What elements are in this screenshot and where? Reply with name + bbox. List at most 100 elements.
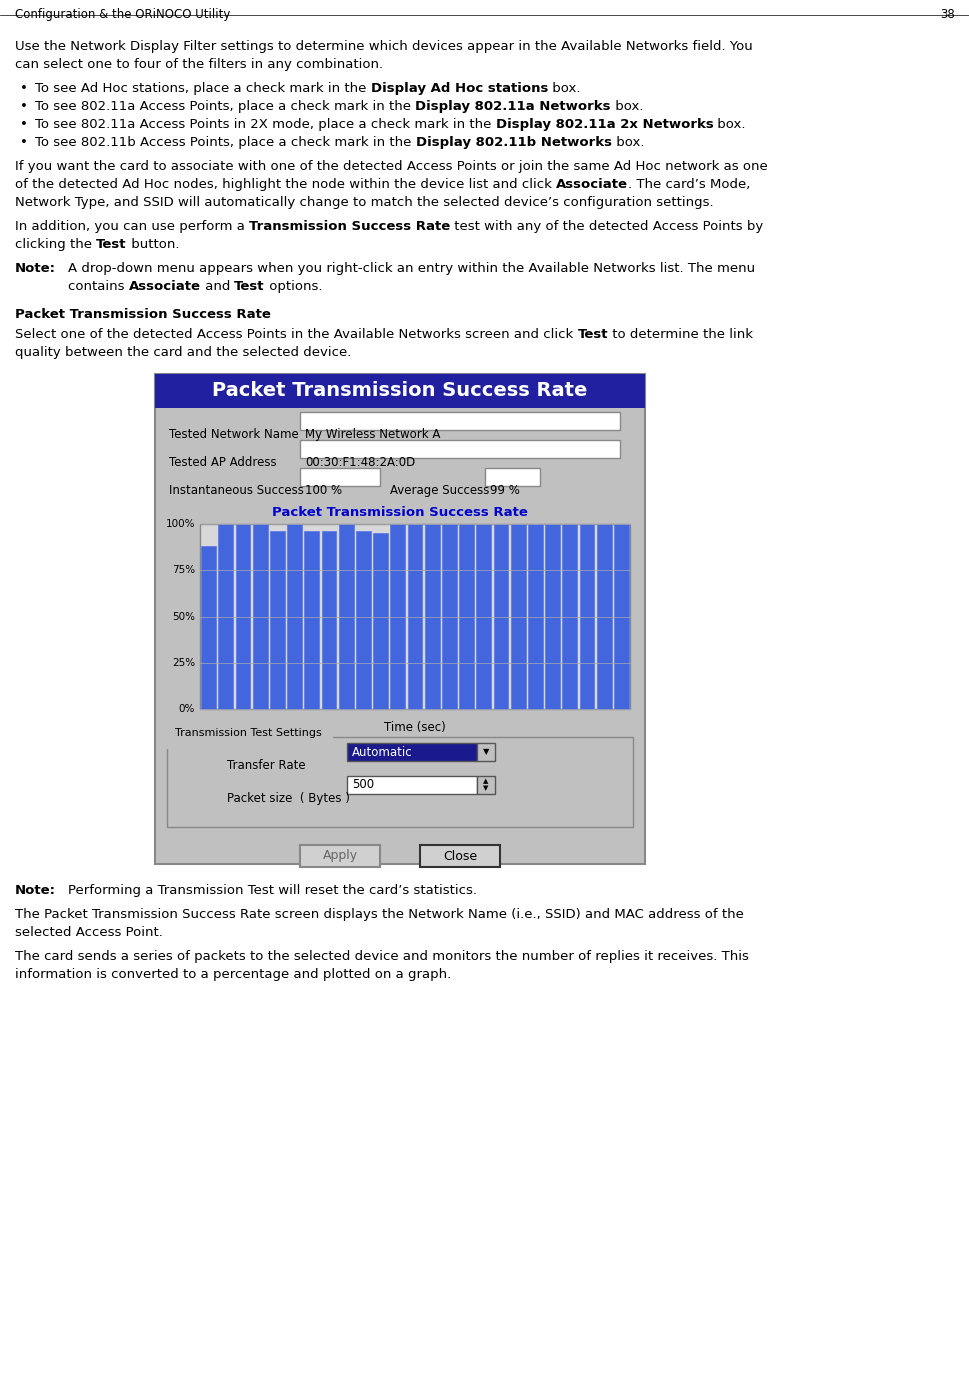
- Text: Transmission Success Rate: Transmission Success Rate: [249, 220, 450, 232]
- Text: Display Ad Hoc stations: Display Ad Hoc stations: [370, 83, 547, 95]
- Bar: [338, 524, 353, 708]
- Bar: [442, 524, 456, 708]
- Bar: [391, 524, 405, 708]
- Text: Display 802.11a Networks: Display 802.11a Networks: [415, 99, 610, 113]
- Text: ▼: ▼: [483, 748, 488, 756]
- Text: Select one of the detected Access Points in the Available Networks screen and cl: Select one of the detected Access Points…: [15, 328, 577, 342]
- Text: Average Success: Average Success: [390, 484, 489, 497]
- Bar: [299, 412, 619, 430]
- Text: 38: 38: [939, 8, 954, 21]
- Bar: [458, 524, 474, 708]
- FancyBboxPatch shape: [155, 374, 644, 864]
- Text: quality between the card and the selected device.: quality between the card and the selecte…: [15, 346, 351, 358]
- Bar: [424, 524, 439, 708]
- Bar: [527, 524, 543, 708]
- Bar: [511, 524, 525, 708]
- Text: 75%: 75%: [172, 566, 195, 575]
- Text: 25%: 25%: [172, 658, 195, 668]
- Bar: [347, 743, 477, 762]
- Text: Packet Transmission Success Rate: Packet Transmission Success Rate: [212, 381, 587, 400]
- Bar: [304, 532, 319, 708]
- Bar: [253, 524, 267, 708]
- Text: 50%: 50%: [172, 612, 195, 622]
- Text: To see Ad Hoc stations, place a check mark in the: To see Ad Hoc stations, place a check ma…: [35, 83, 370, 95]
- Bar: [407, 524, 422, 708]
- Bar: [493, 524, 508, 708]
- Bar: [579, 524, 594, 708]
- Text: •: •: [20, 99, 28, 113]
- Text: Network Type, and SSID will automatically change to match the selected device’s : Network Type, and SSID will automaticall…: [15, 196, 713, 209]
- Text: Automatic: Automatic: [352, 745, 412, 759]
- Text: box.: box.: [611, 136, 643, 148]
- Text: Test: Test: [577, 328, 608, 342]
- Bar: [200, 524, 629, 708]
- Bar: [613, 524, 628, 708]
- Text: can select one to four of the filters in any combination.: can select one to four of the filters in…: [15, 57, 383, 71]
- Text: to determine the link: to determine the link: [608, 328, 752, 342]
- Bar: [322, 532, 336, 708]
- Text: Apply: Apply: [322, 850, 358, 862]
- Text: Tested AP Address: Tested AP Address: [169, 456, 276, 469]
- Text: 500: 500: [352, 778, 374, 791]
- Text: Time (sec): Time (sec): [384, 721, 446, 734]
- Bar: [299, 846, 380, 867]
- Bar: [347, 776, 477, 794]
- Text: •: •: [20, 118, 28, 132]
- Bar: [201, 546, 216, 708]
- Text: Transfer Rate: Transfer Rate: [227, 759, 305, 771]
- Text: A drop-down menu appears when you right-click an entry within the Available Netw: A drop-down menu appears when you right-…: [68, 262, 754, 274]
- Text: . The card’s Mode,: . The card’s Mode,: [628, 178, 750, 190]
- Bar: [155, 374, 644, 407]
- Text: box.: box.: [712, 118, 745, 132]
- Text: Test: Test: [96, 238, 127, 251]
- Text: ▲
▼: ▲ ▼: [483, 778, 488, 791]
- Bar: [299, 468, 380, 486]
- Text: •: •: [20, 83, 28, 95]
- Text: Use the Network Display Filter settings to determine which devices appear in the: Use the Network Display Filter settings …: [15, 41, 752, 53]
- Text: To see 802.11a Access Points in 2X mode, place a check mark in the: To see 802.11a Access Points in 2X mode,…: [35, 118, 495, 132]
- Text: options.: options.: [265, 280, 322, 293]
- Bar: [356, 532, 370, 708]
- Text: button.: button.: [127, 238, 179, 251]
- Bar: [477, 776, 494, 794]
- Text: information is converted to a percentage and plotted on a graph.: information is converted to a percentage…: [15, 967, 451, 981]
- Bar: [562, 524, 577, 708]
- Bar: [373, 533, 388, 708]
- Bar: [287, 524, 301, 708]
- Text: Test: Test: [234, 280, 265, 293]
- Bar: [167, 736, 633, 827]
- Text: 99 %: 99 %: [489, 484, 519, 497]
- Text: Transmission Test Settings: Transmission Test Settings: [174, 728, 322, 738]
- Bar: [476, 524, 490, 708]
- Text: To see 802.11b Access Points, place a check mark in the: To see 802.11b Access Points, place a ch…: [35, 136, 415, 148]
- Text: Display 802.11b Networks: Display 802.11b Networks: [415, 136, 611, 148]
- Text: Note:: Note:: [15, 262, 56, 274]
- Text: Associate: Associate: [129, 280, 201, 293]
- Bar: [484, 468, 540, 486]
- Text: In addition, you can use perform a: In addition, you can use perform a: [15, 220, 249, 232]
- Bar: [299, 440, 619, 458]
- Text: Tested Network Name: Tested Network Name: [169, 428, 298, 441]
- Text: 100 %: 100 %: [304, 484, 342, 497]
- Text: Close: Close: [443, 850, 477, 862]
- Text: Associate: Associate: [555, 178, 628, 190]
- Bar: [269, 532, 285, 708]
- Text: Instantaneous Success: Instantaneous Success: [169, 484, 303, 497]
- Text: Display 802.11a 2x Networks: Display 802.11a 2x Networks: [495, 118, 712, 132]
- Text: •: •: [20, 136, 28, 148]
- Text: contains: contains: [68, 280, 129, 293]
- Text: My Wireless Network A: My Wireless Network A: [304, 428, 440, 441]
- Text: Performing a Transmission Test will reset the card’s statistics.: Performing a Transmission Test will rese…: [68, 883, 477, 897]
- Text: 100%: 100%: [166, 519, 195, 529]
- Text: 0%: 0%: [178, 704, 195, 714]
- Text: If you want the card to associate with one of the detected Access Points or join: If you want the card to associate with o…: [15, 160, 766, 174]
- Text: Packet size  ( Bytes ): Packet size ( Bytes ): [227, 792, 350, 805]
- Text: box.: box.: [610, 99, 642, 113]
- Text: and: and: [201, 280, 234, 293]
- Text: selected Access Point.: selected Access Point.: [15, 925, 163, 939]
- Text: The Packet Transmission Success Rate screen displays the Network Name (i.e., SSI: The Packet Transmission Success Rate scr…: [15, 909, 743, 921]
- Text: clicking the: clicking the: [15, 238, 96, 251]
- Bar: [545, 524, 559, 708]
- Text: 00:30:F1:48:2A:0D: 00:30:F1:48:2A:0D: [304, 456, 415, 469]
- Text: box.: box.: [547, 83, 579, 95]
